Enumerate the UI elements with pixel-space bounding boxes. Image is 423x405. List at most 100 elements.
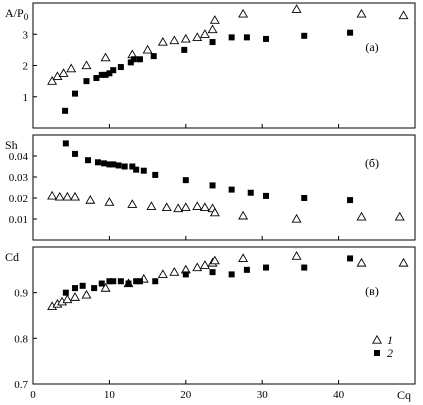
series-1-point (192, 201, 203, 211)
series-2-point (150, 53, 157, 60)
series-1-point (66, 63, 77, 73)
series-2-point (91, 285, 98, 292)
series-1-point (356, 257, 367, 267)
series-1-point (209, 207, 220, 217)
series-1-point (157, 269, 168, 278)
series-1-point (199, 260, 210, 269)
series-2-point (152, 171, 159, 178)
y-tick-label: 0.03 (9, 172, 29, 184)
series-2-point (62, 140, 69, 147)
x-tick-label: 20 (180, 389, 192, 401)
series-2-point (79, 282, 86, 289)
series-2-point (93, 75, 100, 81)
y-tick-label: 2 (23, 61, 29, 73)
series-2-point (247, 189, 254, 196)
series-2-point (301, 264, 308, 271)
series-1-point (238, 253, 249, 263)
series-1-point (127, 199, 138, 208)
series-2-point (72, 150, 79, 157)
series-2-point (130, 56, 137, 63)
series-1-point (209, 15, 220, 24)
series-1-point (291, 213, 302, 223)
series-1-point (398, 257, 409, 267)
series-2-point (106, 278, 113, 285)
series-1-point (398, 10, 409, 20)
series-1-point (104, 197, 115, 206)
series-2-point (152, 278, 159, 285)
series-1-point (169, 35, 180, 45)
panel-label: (в) (365, 284, 379, 298)
x-tick-label: 30 (257, 389, 269, 401)
series-2-point (127, 59, 134, 66)
series-2-point (106, 161, 113, 168)
series-2-point (136, 56, 143, 63)
series-2-point (117, 64, 124, 71)
series-2-point (209, 269, 216, 276)
y-tick-label: 0.02 (9, 193, 28, 205)
panel-label: (б) (365, 156, 379, 170)
series-2-point (228, 271, 235, 278)
series-1-point (238, 210, 249, 220)
series-1-point (291, 251, 302, 260)
panel-label: (а) (365, 40, 378, 54)
series-2-point (136, 278, 143, 285)
series-1-point (85, 194, 96, 204)
series-2-point (110, 278, 117, 285)
series-1-point (142, 44, 153, 54)
series-2-point (125, 280, 132, 287)
legend-label-1: 1 (387, 333, 393, 347)
plot-frame (32, 246, 416, 385)
series-2-point (117, 278, 124, 285)
series-2-point (243, 266, 250, 273)
series-2-point (102, 71, 109, 78)
series-1-point (47, 76, 58, 85)
series-2-point (347, 197, 354, 204)
series-1-point (58, 68, 69, 77)
x-axis-label: Cq (397, 388, 411, 402)
series-1-point (146, 201, 157, 211)
series-2-point (110, 67, 117, 74)
legend: 12 (372, 333, 393, 360)
y-tick-label: 0.9 (14, 288, 28, 300)
legend-label-2: 2 (387, 346, 393, 360)
series-2-point (209, 182, 216, 189)
series-1-point (70, 292, 80, 301)
y-tick-label: 0.01 (9, 214, 28, 226)
series-2-point (263, 192, 270, 199)
series-2-point (228, 34, 235, 41)
series-2-point (182, 177, 189, 184)
series-2-point (72, 285, 79, 292)
series-2-point (140, 167, 147, 174)
series-1-point (192, 262, 203, 272)
series-1-point (173, 203, 184, 213)
series-1-point (394, 211, 405, 221)
y-axis-label: Sh (5, 138, 18, 152)
legend-marker-2 (374, 350, 380, 356)
y-axis-label: Cd (5, 250, 19, 264)
series-1-point (161, 202, 172, 212)
series-2-point (83, 78, 90, 85)
series-2-point (301, 32, 308, 39)
series-1-point (180, 202, 191, 212)
x-tick-label: 40 (333, 389, 345, 401)
series-2-point (228, 186, 235, 193)
y-tick-label: 0.04 (9, 151, 29, 163)
series-1-point (81, 60, 92, 70)
series-2-point (133, 278, 140, 285)
series-2-point (101, 160, 108, 167)
x-tick-label: 10 (104, 389, 116, 401)
series-1-point (291, 4, 302, 13)
series-1-point (199, 29, 210, 38)
y-tick-label: 0.7 (14, 379, 28, 391)
series-2-point (347, 255, 354, 262)
series-1-point (192, 32, 203, 41)
x-tick-label: 0 (30, 389, 36, 401)
series-1-point (199, 202, 210, 212)
series-2-point (62, 289, 69, 296)
series-1-point (62, 191, 73, 201)
series-2-point (110, 161, 117, 168)
series-1-point (180, 33, 191, 43)
panel-1: 1 2 3 A/P0 (а) (5, 2, 416, 129)
